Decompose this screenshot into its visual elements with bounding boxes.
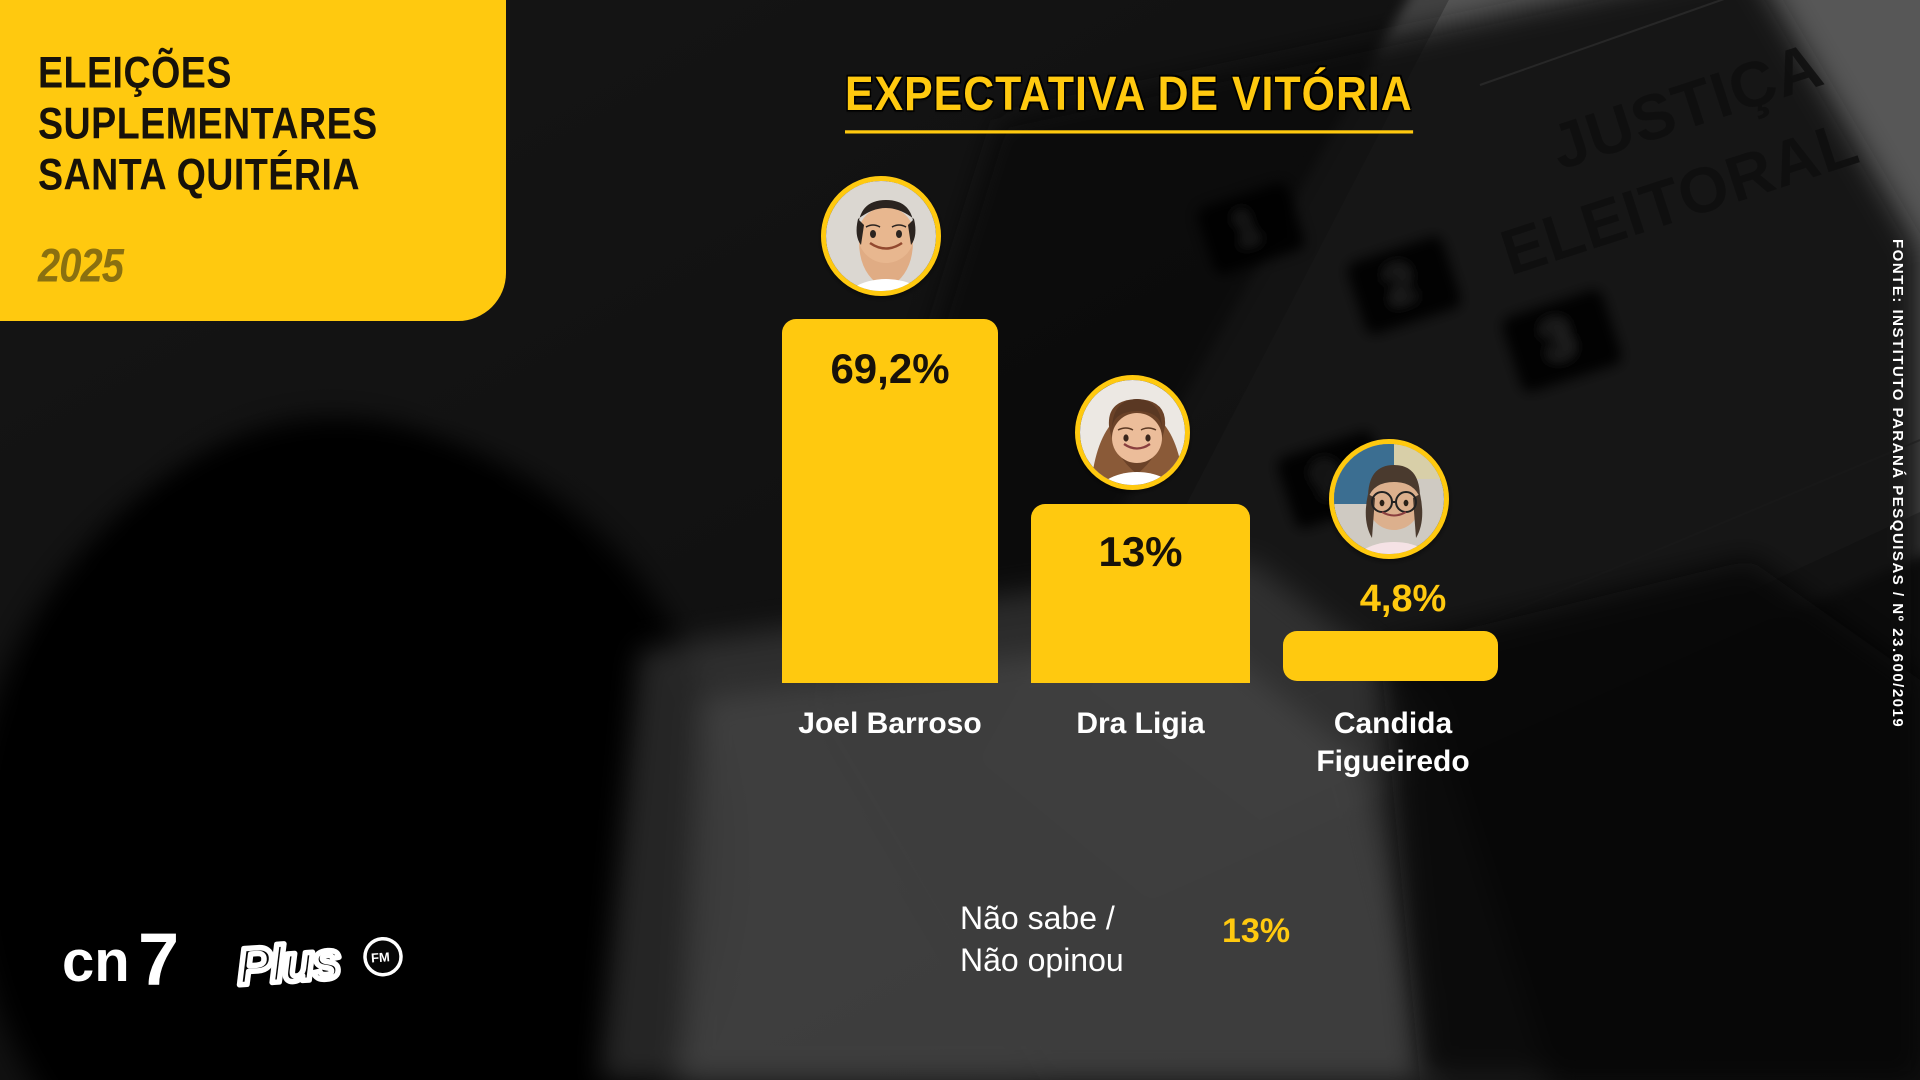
svg-text:FM: FM [371, 949, 391, 965]
svg-text:Plus: Plus [235, 932, 342, 997]
svg-text:7: 7 [138, 918, 179, 1001]
svg-text:cn: cn [62, 929, 130, 994]
